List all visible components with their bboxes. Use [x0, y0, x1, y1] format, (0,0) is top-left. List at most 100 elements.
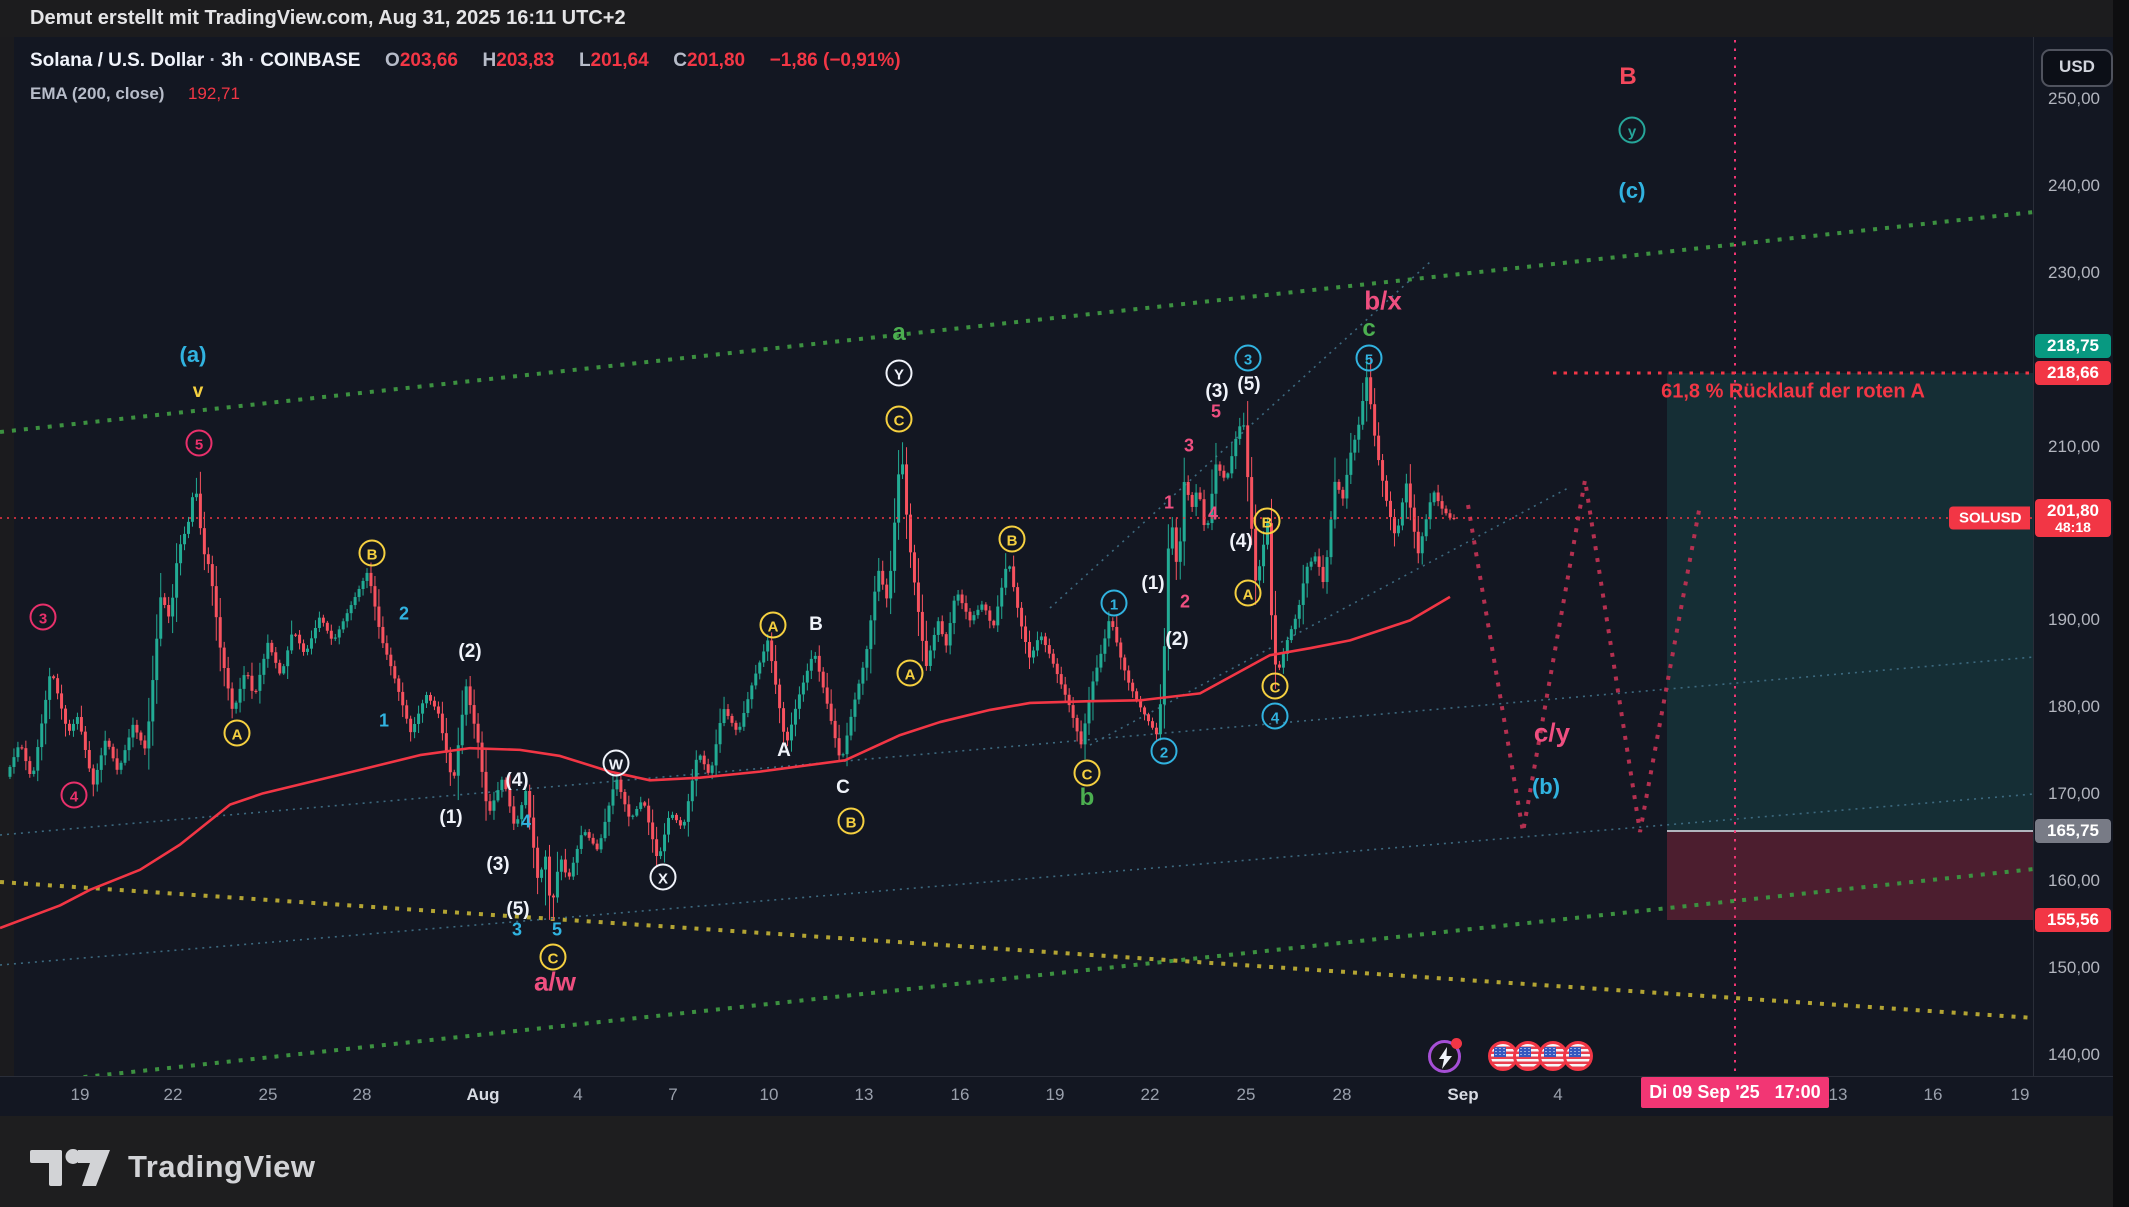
ema-200-line[interactable] [0, 595, 1451, 930]
wave-label[interactable]: 4 [1207, 503, 1219, 524]
tradingview-logo[interactable]: TradingView [28, 1140, 316, 1194]
wave-label[interactable]: X [649, 863, 677, 891]
candle-body [1000, 587, 1004, 607]
wave-label[interactable]: A [223, 719, 251, 747]
wave-label[interactable]: A [759, 611, 787, 639]
wave-label[interactable]: C [885, 405, 913, 433]
wave-label[interactable]: y [1618, 116, 1646, 144]
wave-label[interactable]: (3) [486, 854, 510, 875]
candle-body [1416, 531, 1420, 554]
wave-label[interactable]: W [602, 749, 630, 777]
wave-label[interactable]: c [1362, 315, 1376, 342]
wave-label[interactable]: B [1619, 63, 1637, 90]
candle-body [623, 791, 627, 805]
wave-label[interactable]: (4) [505, 770, 529, 791]
wave-label[interactable]: 3 [1234, 344, 1262, 372]
wave-label[interactable]: 2 [1150, 737, 1178, 765]
wave-label[interactable]: 2 [398, 603, 410, 624]
wave-label[interactable]: 61,8 % Rücklauf der roten A [1661, 380, 1925, 403]
us-flag-icon[interactable] [1563, 1041, 1593, 1071]
wave-label[interactable]: 3 [29, 603, 57, 631]
upper-green-channel[interactable] [0, 210, 2035, 434]
time-tick: Sep [1447, 1085, 1479, 1104]
candle-body [639, 802, 643, 809]
wave-label[interactable]: (b) [1531, 774, 1561, 799]
wave-label[interactable]: c/y [1533, 717, 1571, 748]
wave-label[interactable]: C [1261, 672, 1289, 700]
wave-label[interactable]: 4 [1261, 702, 1289, 730]
wave-label[interactable]: 1 [1163, 492, 1175, 513]
wave-label[interactable]: a/w [534, 966, 576, 997]
wave-label[interactable]: 3 [511, 919, 523, 940]
price-axis[interactable]: 250,00 240,00 230,00 210,00 190,00 180,00 170,… [2033, 37, 2114, 1076]
wave-label[interactable]: C [836, 777, 850, 798]
candle-body [718, 723, 722, 745]
wave-label[interactable]: v [192, 381, 204, 402]
wave-label[interactable]: (3) [1205, 381, 1229, 402]
chart-pane[interactable] [0, 37, 2113, 1116]
wave-label[interactable]: (2) [1165, 629, 1189, 650]
currency-toggle-button[interactable]: USD [2041, 49, 2113, 87]
invalidation-zone-maroon[interactable] [1667, 831, 2033, 920]
candle-body [1103, 638, 1107, 654]
candle-body [1297, 604, 1301, 619]
candle-body [551, 895, 555, 898]
wave-label[interactable]: (a) [179, 342, 207, 367]
candle-body [940, 621, 944, 635]
event-date-label[interactable]: Di 09 Sep '25 17:00 [1641, 1077, 1829, 1108]
wave-label[interactable]: (5) [506, 899, 530, 920]
lower-green-channel[interactable] [0, 867, 2035, 1088]
wave-label[interactable]: 3 [1183, 435, 1195, 456]
wave-label[interactable]: 1 [378, 710, 390, 731]
wave-label[interactable]: (5) [1237, 374, 1261, 395]
wave-label[interactable]: b [1079, 784, 1095, 811]
candle-body [1404, 483, 1408, 503]
wave-label[interactable]: A [777, 740, 791, 761]
wave-label[interactable]: B [809, 614, 823, 635]
lightning-event-icon[interactable] [1428, 1037, 1462, 1073]
target-zone-teal[interactable] [1667, 373, 2033, 831]
wave-label[interactable]: C [1073, 759, 1101, 787]
wave-label[interactable]: 5 [1210, 401, 1222, 422]
wave-label[interactable]: A [1234, 579, 1262, 607]
wave-label[interactable]: 4 [60, 781, 88, 809]
candle-body [1385, 480, 1389, 501]
exchange: COINBASE [260, 50, 361, 71]
symbol-legend-row[interactable]: Solana / U.S. Dollar · 3h · COINBASE O20… [30, 50, 901, 71]
time-tick: 10 [759, 1085, 779, 1104]
candle-body [1158, 704, 1162, 735]
wave-label[interactable]: a [892, 319, 906, 346]
wave-label[interactable]: 5 [1355, 344, 1383, 372]
candle-body [385, 643, 389, 655]
yellow-trendline[interactable] [0, 880, 2035, 1020]
candle-body [1055, 663, 1059, 675]
wave-label[interactable]: B [358, 539, 386, 567]
wave-label[interactable]: A [896, 659, 924, 687]
wave-label[interactable]: 1 [1100, 589, 1128, 617]
watermark-text: Demut erstellt mit TradingView.com, Aug … [30, 7, 626, 29]
wave-label[interactable]: (2) [458, 641, 482, 662]
wave-label[interactable]: (4) [1229, 531, 1253, 552]
candle-body [1305, 566, 1309, 584]
ema-legend-row[interactable]: EMA (200, close) 192,71 [30, 84, 240, 104]
wave-label[interactable]: B [837, 807, 865, 835]
time-tick: 7 [668, 1085, 678, 1104]
wave-label[interactable]: (1) [1141, 573, 1165, 594]
wave-label[interactable]: Y [885, 359, 913, 387]
wave-label[interactable]: (c) [1618, 178, 1646, 203]
wave-label[interactable]: B [998, 525, 1026, 553]
wave-label[interactable]: 2 [1179, 591, 1191, 612]
projection-zigzag[interactable] [1466, 479, 1702, 833]
wave-label[interactable]: (1) [439, 807, 463, 828]
wave-label[interactable]: 5 [551, 919, 563, 940]
wave-label[interactable]: B [1253, 507, 1281, 535]
wave-label[interactable]: b/x [1364, 285, 1402, 316]
steel-line-1[interactable] [0, 656, 2035, 836]
candlesticks[interactable] [8, 356, 1456, 921]
steel-line-3[interactable] [1049, 261, 1431, 609]
wave-label[interactable]: C [539, 943, 567, 971]
wave-label[interactable]: 5 [185, 429, 213, 457]
wave-label[interactable]: 4 [520, 811, 532, 832]
candle-body [1051, 653, 1055, 664]
